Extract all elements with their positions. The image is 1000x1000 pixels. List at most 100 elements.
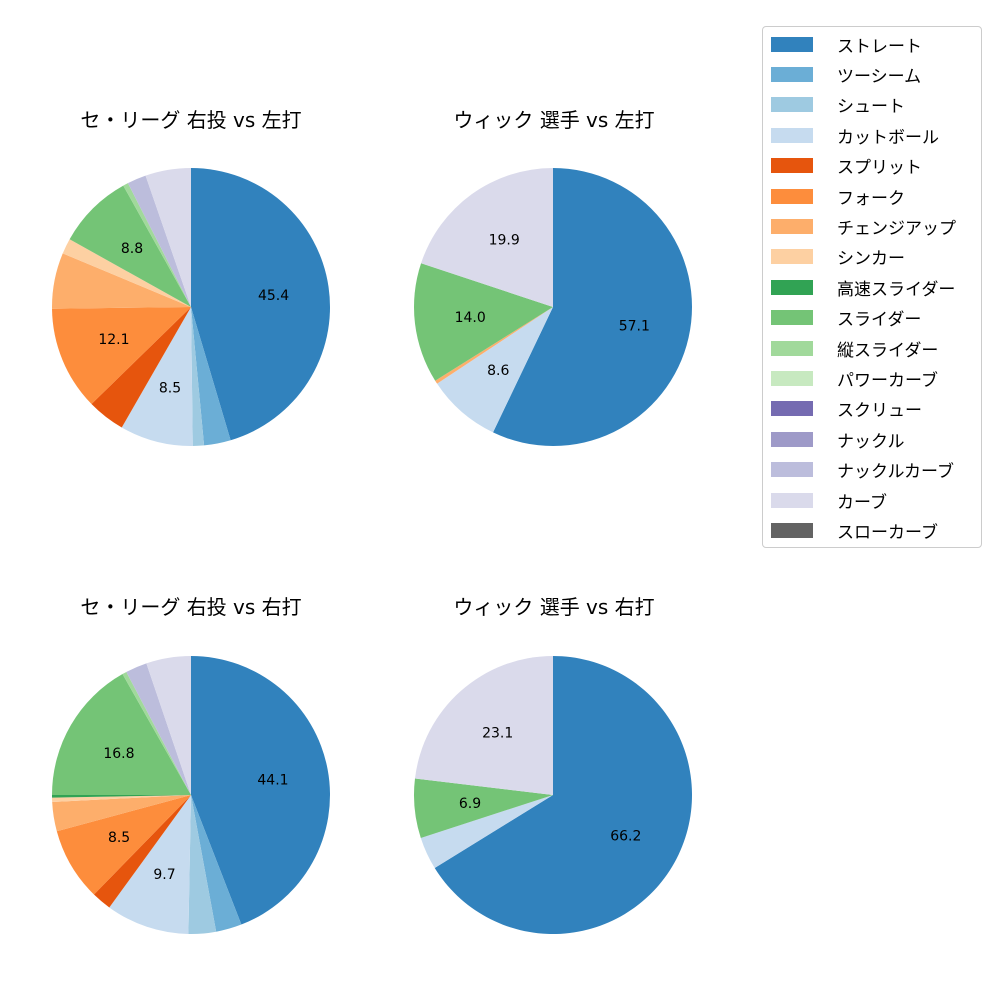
pie-slice (145, 168, 191, 307)
chart-title: セ・リーグ 右投 vs 左打 (80, 108, 302, 132)
pie-slice (421, 168, 553, 307)
legend-item: 高速スライダー (771, 276, 956, 300)
pie-slice (123, 183, 191, 307)
legend-swatch (771, 66, 813, 82)
legend-label: ナックル (837, 431, 905, 452)
legend-swatch (771, 158, 813, 174)
legend-item: スローカーブ (771, 519, 938, 543)
legend-label: ナックルカーブ (837, 462, 954, 483)
legend-swatch (771, 522, 813, 538)
slice-label: 45.4 (258, 288, 289, 304)
legend-swatch (771, 218, 813, 234)
legend-label: シュート (837, 97, 905, 118)
legend: ストレートツーシームシュートカットボール スプリットフォークチェンジアップ シンカー… (762, 26, 982, 548)
legend-swatch (771, 401, 813, 417)
slice-label: 57.1 (619, 318, 650, 334)
legend-label: ストレート (837, 36, 922, 57)
pie-slice (437, 307, 553, 433)
legend-item: ストレート (771, 33, 922, 57)
pie-slice (52, 674, 191, 795)
legend-label: スローカーブ (837, 522, 938, 543)
legend-swatch (771, 370, 813, 386)
slice-label: 9.7 (153, 867, 175, 883)
slice-label: 8.8 (121, 241, 143, 257)
pie-slice (69, 185, 191, 307)
slice-label: 66.2 (610, 829, 641, 845)
slice-label: 8.5 (159, 381, 181, 397)
pie-slice (52, 795, 191, 832)
pie-slice (413, 263, 553, 381)
pie-slice (146, 656, 191, 795)
legend-label: フォーク (837, 188, 905, 209)
pie-slice (91, 307, 191, 428)
chart-title: ウィック 選手 vs 左打 (453, 108, 655, 132)
legend-item: チェンジアップ (771, 215, 956, 239)
legend-label: カットボール (837, 127, 939, 148)
pie-slice (191, 168, 331, 441)
pie-slice (93, 795, 191, 908)
pie-slice (127, 175, 191, 307)
pie-slice (122, 671, 191, 795)
legend-label: カーブ (837, 492, 887, 513)
pie-slice (434, 656, 692, 935)
pie-slice (414, 656, 553, 795)
legend-label: 縦スライダー (837, 340, 939, 361)
pie-slice (493, 168, 693, 446)
slice-label: 23.1 (482, 726, 513, 742)
slice-label: 16.8 (103, 746, 134, 762)
pie-slice (52, 795, 191, 798)
pie-slice (62, 239, 191, 307)
slice-label: 19.9 (489, 232, 520, 248)
legend-item: フォーク (771, 185, 905, 209)
legend-label: チェンジアップ (837, 218, 956, 239)
chart-title: ウィック 選手 vs 右打 (453, 595, 655, 619)
legend-swatch (771, 310, 813, 326)
legend-swatch (771, 127, 813, 143)
legend-label: スクリュー (837, 401, 922, 422)
legend-swatch (771, 279, 813, 295)
slice-label: 12.1 (98, 332, 129, 348)
legend-item: スライダー (771, 307, 922, 331)
pie-slice (191, 656, 330, 925)
legend-swatch (771, 188, 813, 204)
legend-item: スプリット (771, 155, 922, 179)
pie-slice (109, 795, 191, 934)
legend-swatch (771, 36, 813, 52)
legend-swatch (771, 97, 813, 113)
legend-label: 高速スライダー (837, 279, 956, 300)
pie-slice (188, 795, 217, 934)
legend-item: シュート (771, 94, 905, 118)
legend-label: スライダー (837, 310, 922, 331)
pie-slice (56, 795, 191, 895)
legend-item: シンカー (771, 246, 905, 270)
legend-label: スプリット (837, 158, 922, 179)
slice-label: 14.0 (455, 310, 486, 326)
legend-item: カーブ (771, 489, 887, 513)
chart-title: セ・リーグ 右投 vs 右打 (80, 595, 302, 619)
slice-label: 8.5 (108, 830, 130, 846)
legend-label: パワーカーブ (837, 370, 938, 391)
legend-item: ツーシーム (771, 63, 922, 87)
legend-item: ナックル (771, 428, 905, 452)
legend-label: ツーシーム (837, 66, 922, 87)
pie-slice (121, 307, 193, 446)
legend-swatch (771, 340, 813, 356)
slice-label: 8.6 (487, 363, 509, 379)
pie-slice (414, 778, 553, 838)
legend-item: パワーカーブ (771, 367, 938, 391)
pie-slice (191, 307, 205, 446)
pie-slice (52, 795, 192, 802)
slice-label: 44.1 (257, 773, 288, 789)
legend-item: ナックルカーブ (771, 459, 954, 483)
legend-swatch (771, 462, 813, 478)
legend-label: シンカー (837, 249, 905, 270)
pie-slice (420, 795, 553, 868)
pie-slice (52, 307, 192, 405)
legend-item: カットボール (771, 124, 939, 148)
legend-swatch (771, 431, 813, 447)
pie-slice (435, 307, 553, 384)
pie-slice (126, 663, 191, 795)
legend-swatch (771, 249, 813, 265)
